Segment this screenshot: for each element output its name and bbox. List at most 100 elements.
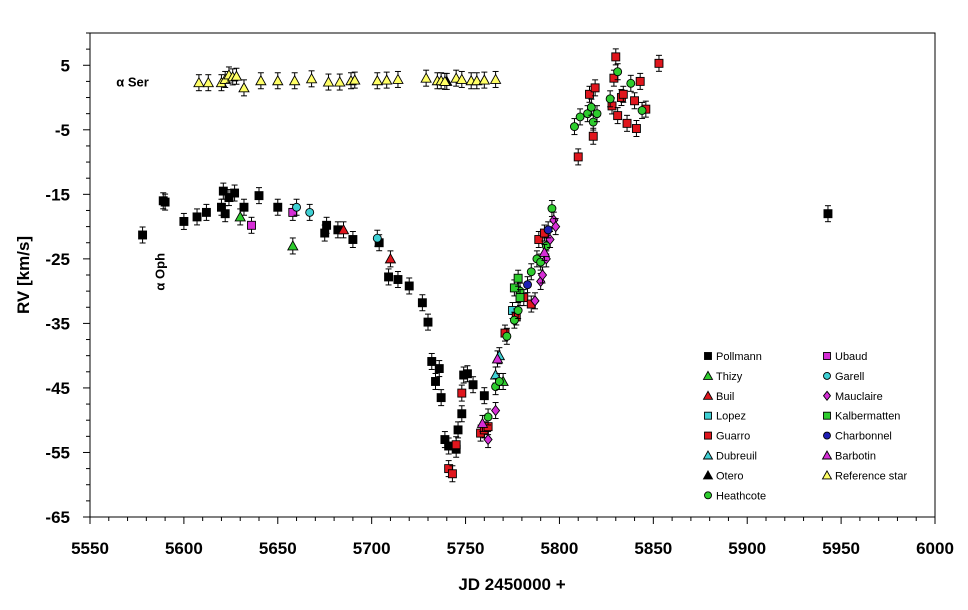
- data-point: [573, 152, 583, 162]
- data-point: [179, 216, 189, 226]
- data-point: [588, 131, 598, 141]
- series-garell: [292, 198, 382, 247]
- y-tick-label: -45: [45, 379, 70, 398]
- legend-label: Thizy: [716, 371, 743, 383]
- data-point: [534, 235, 544, 244]
- y-tick-label: -55: [45, 443, 70, 462]
- data-point: [479, 391, 489, 401]
- annotation-label: α Oph: [152, 253, 167, 291]
- legend-label: Pollmann: [716, 351, 762, 363]
- data-point: [491, 404, 501, 417]
- data-point: [420, 72, 432, 83]
- series-reference-star: [193, 66, 502, 97]
- legend-item-heathcote: Heathcote: [704, 490, 766, 502]
- data-point: [384, 272, 394, 282]
- data-point: [201, 207, 211, 217]
- legend-item-garell: Garell: [823, 371, 864, 383]
- legend-item-reference-star: Reference star: [821, 469, 907, 482]
- data-point: [247, 220, 256, 230]
- data-point: [349, 74, 361, 85]
- data-point: [551, 220, 561, 233]
- data-point: [491, 352, 504, 364]
- data-point: [538, 246, 551, 257]
- x-tick-label: 5850: [634, 539, 672, 558]
- data-point: [444, 441, 454, 451]
- data-point: [322, 76, 335, 87]
- legend-label: Buil: [716, 391, 734, 403]
- legend: Pollmann Thizy Buil Lopez Guarro Dubreuil Oter…: [702, 351, 907, 502]
- legend-label: Reference star: [835, 470, 907, 482]
- data-point: [272, 74, 284, 86]
- legend-label: Kalbermatten: [835, 411, 900, 423]
- data-point: [613, 67, 623, 77]
- data-point: [333, 76, 346, 87]
- y-tick-label: -5: [55, 121, 70, 140]
- data-point: [417, 298, 427, 308]
- data-point: [613, 111, 623, 121]
- legend-label: Otero: [716, 470, 744, 482]
- data-point: [494, 377, 504, 386]
- data-point: [224, 193, 234, 203]
- data-point: [468, 380, 478, 390]
- data-point: [447, 469, 457, 479]
- data-point: [337, 223, 350, 235]
- data-point: [439, 75, 451, 86]
- legend-label: Guarro: [716, 431, 750, 443]
- data-point: [220, 209, 230, 219]
- data-point: [462, 369, 472, 379]
- data-point: [288, 74, 301, 86]
- data-point: [255, 74, 267, 86]
- legend-label: Barbotin: [835, 451, 876, 463]
- data-point: [509, 315, 519, 325]
- legend-item-thizy: Thizy: [702, 370, 743, 383]
- data-point: [436, 393, 446, 403]
- legend-item-mauclaire: Mauclaire: [822, 390, 883, 403]
- data-point: [570, 122, 579, 132]
- y-tick-label: -35: [45, 314, 70, 333]
- y-tick-label: 5: [61, 56, 70, 75]
- data-point: [476, 417, 489, 428]
- data-point: [530, 295, 540, 307]
- legend-marker: [823, 411, 831, 420]
- data-point: [292, 202, 302, 212]
- data-point: [202, 76, 215, 88]
- data-point: [451, 440, 461, 450]
- data-point: [585, 89, 594, 99]
- legend-label: Garell: [835, 371, 864, 383]
- x-tick-label: 5800: [541, 539, 579, 558]
- plot-area-frame: [89, 32, 936, 518]
- data-point: [537, 269, 548, 281]
- data-point: [322, 220, 332, 230]
- legend-label: Mauclaire: [835, 391, 883, 403]
- legend-item-pollmann: Pollmann: [704, 351, 762, 363]
- data-point: [513, 306, 523, 315]
- data-point: [431, 377, 440, 386]
- legend-item-buil: Buil: [702, 390, 734, 403]
- data-point: [471, 74, 483, 86]
- data-point: [590, 83, 600, 93]
- data-point: [305, 207, 315, 217]
- legend-item-guarro: Guarro: [704, 431, 750, 443]
- data-point: [453, 425, 463, 435]
- x-tick-label: 5600: [165, 539, 203, 558]
- legend-item-ubaud: Ubaud: [823, 351, 867, 363]
- data-point: [626, 78, 636, 88]
- data-point: [427, 357, 437, 366]
- data-point: [238, 81, 250, 93]
- data-point: [384, 252, 397, 264]
- legend-marker: [702, 469, 714, 480]
- y-tick-label: -15: [45, 185, 70, 204]
- data-point: [239, 202, 249, 212]
- series-charbonnel: [523, 221, 553, 294]
- data-point: [637, 105, 647, 115]
- legend-marker: [704, 352, 712, 360]
- x-tick-label: 5550: [71, 539, 109, 558]
- series-heathcote: [483, 63, 647, 426]
- legend-marker: [822, 390, 832, 402]
- data-point: [586, 102, 596, 112]
- legend-marker: [704, 411, 712, 420]
- legend-marker: [704, 491, 712, 500]
- data-point: [547, 204, 557, 213]
- data-point: [192, 212, 202, 222]
